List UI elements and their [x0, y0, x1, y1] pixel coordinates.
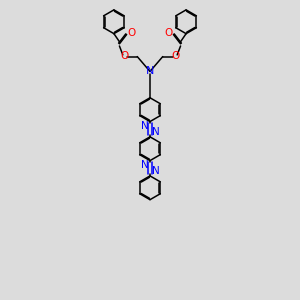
Text: O: O — [121, 51, 129, 61]
Text: O: O — [171, 51, 179, 61]
Text: N: N — [141, 121, 148, 131]
Text: N: N — [141, 160, 148, 170]
Text: O: O — [164, 28, 172, 38]
Text: O: O — [128, 28, 136, 38]
Text: N: N — [152, 127, 159, 137]
Text: N: N — [146, 66, 154, 76]
Text: N: N — [152, 166, 159, 176]
